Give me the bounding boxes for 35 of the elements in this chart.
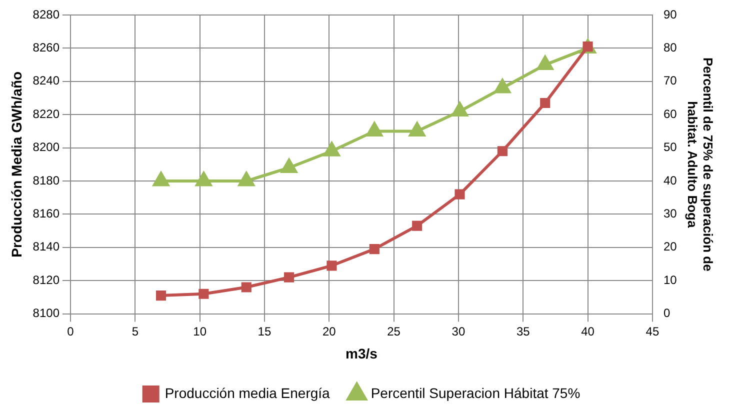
y2-tick-label: 20 (663, 240, 678, 254)
y-tick-label: 8280 (32, 7, 60, 22)
legend-label: Producción media Energía (164, 384, 330, 401)
y2-axis-title: Percentil de 75% de superación de habitat. Adulto Boga (685, 57, 716, 272)
y2-tick-label: 30 (663, 206, 678, 221)
y2-tick-label: 10 (663, 272, 678, 287)
x-axis-title: m3/s (346, 345, 378, 362)
y2-tick-label: 40 (663, 173, 678, 188)
y2-tick-label: 60 (663, 106, 678, 121)
y2-tick-label: 90 (663, 7, 678, 22)
x-tick-label: 25 (387, 324, 401, 338)
y-tick-label: 8240 (32, 74, 60, 88)
x-tick-label: 45 (646, 324, 660, 338)
y-tick-label: 8120 (32, 272, 60, 287)
x-tick-label: 40 (581, 324, 595, 338)
x-tick-label: 20 (322, 324, 336, 338)
y-tick-label: 8140 (32, 240, 60, 254)
x-tick-label: 0 (67, 324, 74, 338)
y-axis-title: Producción Media GWh/año (8, 71, 24, 258)
x-tick-label: 10 (193, 324, 207, 338)
y2-tick-label: 0 (663, 306, 670, 320)
y2-tick-label: 80 (663, 40, 678, 55)
x-tick-label: 5 (132, 324, 139, 338)
y-tick-label: 8160 (32, 206, 60, 221)
x-tick-label: 15 (258, 324, 272, 338)
y-tick-label: 8200 (32, 140, 60, 154)
y2-tick-label: 70 (663, 74, 678, 88)
y2-tick-label: 50 (663, 140, 678, 154)
x-tick-label: 30 (452, 324, 466, 338)
x-tick-label: 35 (516, 324, 530, 338)
y-tick-label: 8100 (32, 306, 60, 320)
y-tick-label: 8180 (32, 173, 60, 188)
y-tick-label: 8220 (32, 106, 60, 121)
legend-label: Percentil Superacion Hábitat 75% (370, 384, 580, 401)
y-tick-label: 8260 (32, 40, 60, 55)
